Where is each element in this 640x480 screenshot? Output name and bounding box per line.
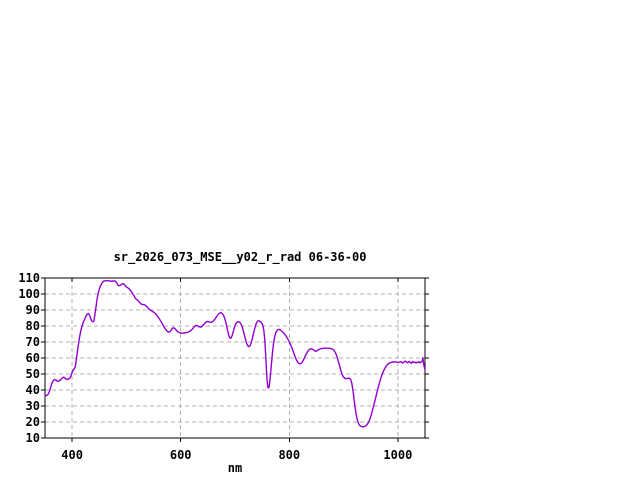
y-tick-label: 90 <box>26 303 40 317</box>
x-tick-label: 800 <box>278 448 300 462</box>
y-tick-label: 30 <box>26 399 40 413</box>
y-tick-label: 110 <box>18 271 40 285</box>
y-tick-label: 70 <box>26 335 40 349</box>
y-tick-label: 10 <box>26 431 40 445</box>
y-tick-label: 80 <box>26 319 40 333</box>
x-tick-label: 600 <box>170 448 192 462</box>
plot-border <box>44 277 426 439</box>
y-tick-label: 50 <box>26 367 40 381</box>
y-tick-label: 100 <box>18 287 40 301</box>
y-tick-label: 60 <box>26 351 40 365</box>
series-line <box>44 279 426 428</box>
x-tick-label: 400 <box>61 448 83 462</box>
y-tick-label: 20 <box>26 415 40 429</box>
y-tick-label: 40 <box>26 383 40 397</box>
x-tick-label: 1000 <box>383 448 412 462</box>
x-axis-label: nm <box>227 461 243 475</box>
chart-title: sr_2026_073_MSE__y02_r_rad 06-36-00 <box>113 250 367 264</box>
